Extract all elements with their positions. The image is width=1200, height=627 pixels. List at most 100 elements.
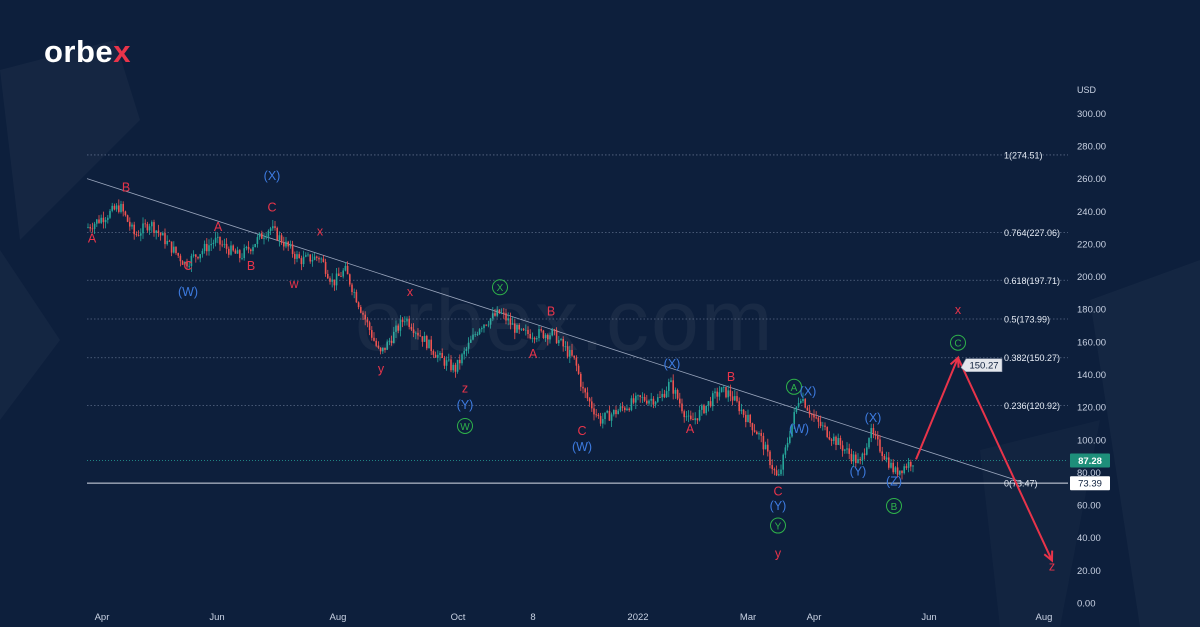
fib-label: 0.764(227.06) xyxy=(1004,228,1060,238)
candle-body xyxy=(408,318,410,327)
candle-body xyxy=(410,326,413,330)
candle-body xyxy=(228,248,230,255)
wave-label: A xyxy=(529,347,538,361)
candle-body xyxy=(364,314,366,320)
candle-body xyxy=(760,433,762,436)
candle-body xyxy=(258,233,261,238)
candle-body xyxy=(866,447,868,455)
candle-body xyxy=(164,233,166,245)
candle-body xyxy=(162,233,164,236)
candle-body xyxy=(203,243,206,251)
candle-body xyxy=(395,325,397,332)
candle-body xyxy=(608,410,611,421)
logo-main: orbe xyxy=(44,34,114,69)
candle-body xyxy=(386,341,388,350)
candle-body xyxy=(426,335,428,349)
candle-body xyxy=(111,205,113,211)
candle-body xyxy=(597,414,600,417)
candle-body xyxy=(643,396,646,401)
candle-body xyxy=(564,346,567,348)
candle-body xyxy=(307,254,309,256)
candle-body xyxy=(635,395,637,403)
wave-label: x xyxy=(407,285,414,299)
candle-body xyxy=(135,234,138,236)
candle-body xyxy=(672,380,674,394)
candle-body xyxy=(298,254,300,259)
candle-body xyxy=(529,334,531,339)
candle-body xyxy=(423,335,426,342)
candle-body xyxy=(346,265,349,275)
wave-label: y xyxy=(378,362,385,376)
candle-body xyxy=(771,465,773,470)
candle-body xyxy=(901,470,903,474)
candle-body xyxy=(439,353,441,355)
x-tick-label: Mar xyxy=(740,612,756,623)
brand-logo: orbex xyxy=(44,34,131,70)
candle-body xyxy=(294,254,296,259)
candle-body xyxy=(133,224,135,235)
candle-body xyxy=(115,205,118,210)
x-tick-label: Oct xyxy=(451,612,466,623)
candle-body xyxy=(547,334,549,340)
wave-label: C xyxy=(954,339,961,350)
candle-body xyxy=(505,313,507,321)
x-tick-label: Apr xyxy=(807,612,822,623)
candle-body xyxy=(184,261,186,265)
candle-body xyxy=(89,227,91,229)
candle-body xyxy=(639,395,641,397)
candle-body xyxy=(558,340,560,344)
wave-label: (Y) xyxy=(850,465,867,479)
candle-body xyxy=(476,334,479,335)
y-tick-label: 60.00 xyxy=(1077,501,1101,512)
candle-body xyxy=(615,409,617,415)
candle-body xyxy=(571,349,573,356)
candle-body xyxy=(269,228,272,231)
candle-body xyxy=(93,223,96,229)
wave-label: (Y) xyxy=(770,499,787,513)
candle-body xyxy=(804,399,806,408)
candle-body xyxy=(166,240,168,245)
y-tick-label: 180.00 xyxy=(1077,305,1106,316)
candle-body xyxy=(331,279,333,282)
candle-body xyxy=(879,439,881,452)
candle-body xyxy=(263,237,265,239)
candle-body xyxy=(430,339,432,352)
candle-body xyxy=(736,396,738,402)
candle-body xyxy=(670,380,672,382)
candle-body xyxy=(406,318,408,322)
y-tick-label: 140.00 xyxy=(1077,370,1106,381)
candle-body xyxy=(291,244,294,255)
candle-body xyxy=(894,467,897,473)
candle-body xyxy=(329,278,331,282)
candle-body xyxy=(467,342,470,349)
candle-body xyxy=(384,347,386,350)
candle-body xyxy=(206,243,208,252)
wave-label: (W) xyxy=(572,440,592,454)
wave-label-circle xyxy=(786,378,802,395)
candle-body xyxy=(333,279,336,286)
candle-body xyxy=(197,256,199,259)
candle-body xyxy=(586,392,589,399)
projection-segment xyxy=(915,357,959,460)
y-tick-label: 240.00 xyxy=(1077,207,1106,218)
wave-label: z xyxy=(1049,559,1055,573)
candle-body xyxy=(472,334,474,340)
candle-body xyxy=(536,338,538,340)
price-tags: 87.28 73.39 150.27 xyxy=(960,358,1110,491)
candle-body xyxy=(360,307,362,313)
candle-body xyxy=(492,313,494,319)
candle-body xyxy=(628,408,630,411)
candle-body xyxy=(309,254,311,262)
candle-body xyxy=(773,469,776,471)
candle-body xyxy=(219,236,221,245)
fib-label: 0.618(197.71) xyxy=(1004,276,1060,286)
candle-body xyxy=(668,381,670,391)
x-tick-label: Jun xyxy=(209,612,224,623)
wave-label: (Y) xyxy=(457,398,474,412)
candle-body xyxy=(582,386,584,389)
candle-body xyxy=(646,400,648,404)
candle-body xyxy=(313,256,316,260)
candle-body xyxy=(342,270,344,277)
candle-body xyxy=(553,329,556,331)
